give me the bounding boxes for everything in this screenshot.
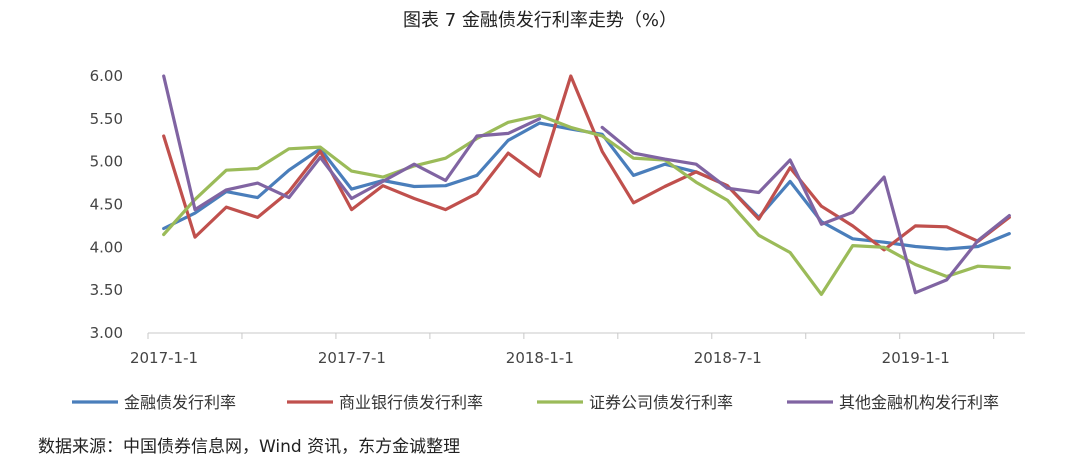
y-tick-label: 5.00 [90,153,123,171]
legend-label: 金融债发行利率 [124,393,236,412]
legend-item-4: 其他金融机构发行利率 [787,393,999,412]
series-line-1 [162,121,1011,251]
line-chart: 3.003.504.004.505.005.506.00 2017-1-1 201… [72,67,1025,412]
y-axis: 3.00 3.50 4.00 4.50 5.00 5.50 6.00 [90,67,123,342]
x-tick-label: 2018-7-1 [694,349,762,367]
x-tick-label: 2017-1-1 [130,349,198,367]
x-axis: 2017-1-1 2017-7-1 2018-1-1 2018-7-1 2019-1-1 [130,332,1025,367]
legend-item-2: 商业银行债发行利率 [287,393,483,412]
plot-area [162,74,1011,296]
legend-label: 商业银行债发行利率 [339,393,483,412]
series-line-2 [162,74,1011,252]
y-tick-label: 3.50 [90,281,123,299]
series-line-3 [162,113,1011,296]
legend-item-3: 证券公司债发行利率 [537,393,733,412]
legend-label: 其他金融机构发行利率 [839,393,999,412]
y-tick-label: 4.00 [90,238,123,256]
x-tick-label: 2018-1-1 [506,349,574,367]
chart-title: 图表 7 金融债发行利率走势（%） [403,10,677,31]
legend-label: 证券公司债发行利率 [589,393,733,412]
y-tick-label: 5.50 [90,110,123,128]
series-line-4 [162,74,1011,295]
legend-item-1: 金融债发行利率 [72,393,236,412]
y-tick-label: 4.50 [90,196,123,214]
y-tick-label: 3.00 [90,324,123,342]
legend: 金融债发行利率 商业银行债发行利率 证券公司债发行利率 其他金融机构发行利率 [72,393,999,412]
source-note: 数据来源：中国债券信息网，Wind 资讯，东方金诚整理 [38,437,461,457]
x-tick-label: 2017-7-1 [318,349,386,367]
x-tick-label: 2019-1-1 [882,349,950,367]
y-tick-label: 6.00 [90,67,123,85]
